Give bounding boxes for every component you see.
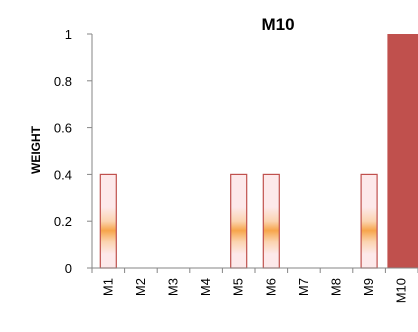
bar-m10 bbox=[387, 34, 418, 268]
y-tick-label: 0 bbox=[65, 261, 72, 276]
x-tick-label: M1 bbox=[100, 278, 115, 296]
x-tick-label: M4 bbox=[198, 278, 213, 296]
x-tick-label: M6 bbox=[263, 278, 278, 296]
bar-m5 bbox=[230, 173, 248, 269]
bar-m9 bbox=[360, 173, 378, 269]
y-tick-label: 0.6 bbox=[54, 121, 72, 136]
y-tick-label: 1 bbox=[65, 27, 72, 42]
y-axis-label: WEIGHT bbox=[29, 125, 43, 174]
y-tick-label: 0.8 bbox=[54, 74, 72, 89]
x-tick-label: M3 bbox=[166, 278, 181, 296]
x-tick-label: M5 bbox=[231, 278, 246, 296]
x-tick-label: M10 bbox=[394, 278, 409, 303]
x-tick-label: M7 bbox=[296, 278, 311, 296]
x-tick-label: M8 bbox=[329, 278, 344, 296]
y-tick-label: 0.2 bbox=[54, 214, 72, 229]
chart-title: M10 bbox=[261, 15, 294, 34]
x-tick-label: M9 bbox=[361, 278, 376, 296]
bar-m1 bbox=[99, 173, 117, 269]
bar-m6 bbox=[262, 173, 280, 269]
x-tick-label: M2 bbox=[133, 278, 148, 296]
y-tick-label: 0.4 bbox=[54, 167, 72, 182]
